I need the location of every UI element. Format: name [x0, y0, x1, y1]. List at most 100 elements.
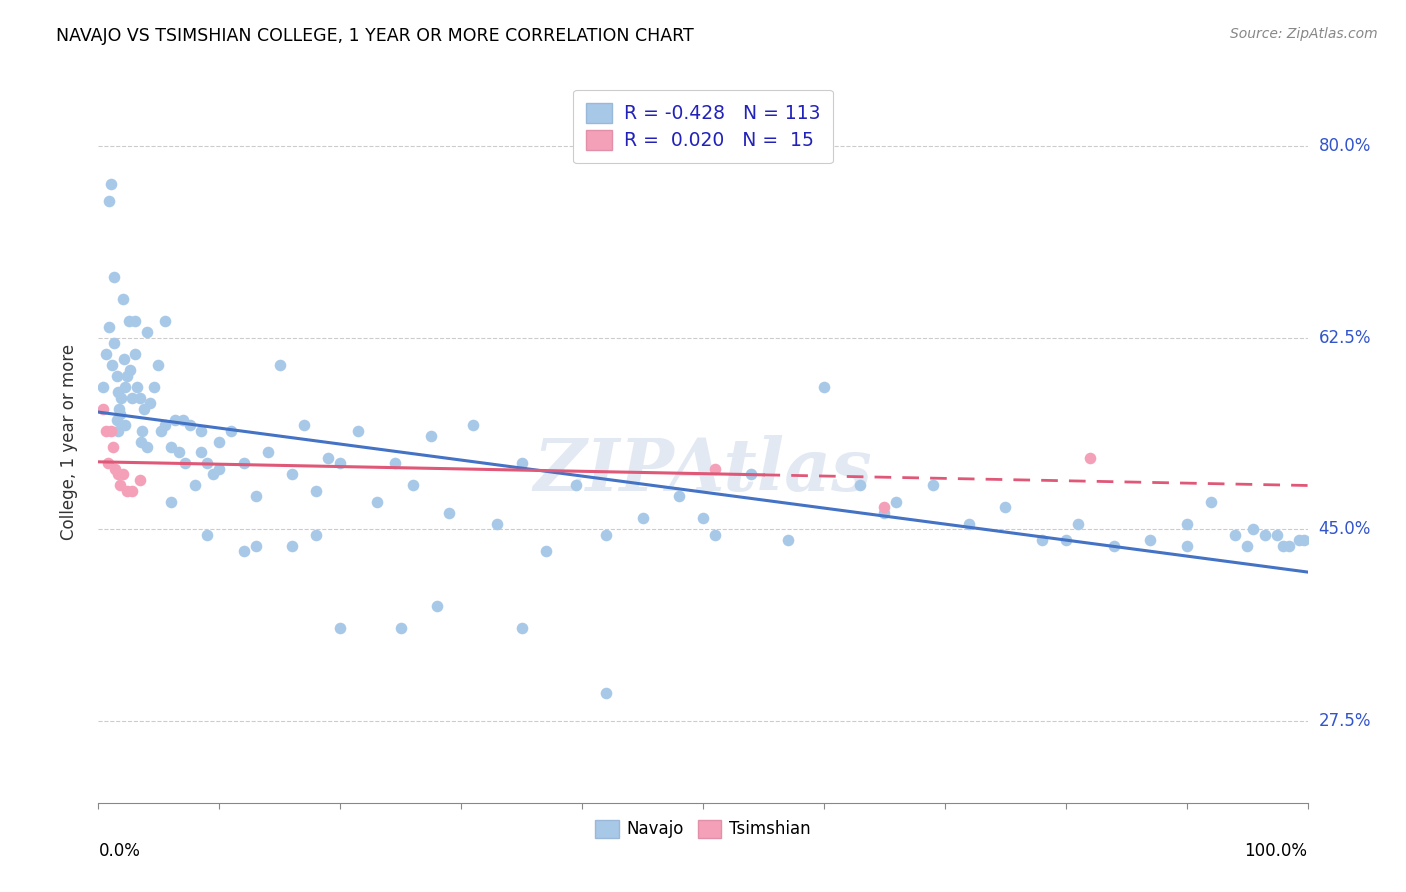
Point: [101, 440, 124, 454]
Point: [463, 418, 485, 433]
Point: [1272, 539, 1295, 553]
Point: [174, 457, 197, 471]
Point: [402, 478, 425, 492]
Point: [316, 450, 339, 465]
Point: [135, 325, 157, 339]
Point: [129, 434, 152, 449]
Point: [107, 424, 129, 438]
Point: [97, 457, 120, 471]
Point: [160, 440, 183, 454]
Point: [121, 391, 143, 405]
Text: 0.0%: 0.0%: [98, 842, 141, 860]
Point: [103, 336, 125, 351]
Point: [105, 368, 128, 383]
Point: [128, 473, 150, 487]
Point: [94, 424, 117, 438]
Point: [1175, 539, 1198, 553]
Point: [776, 533, 799, 547]
Point: [108, 407, 131, 421]
Point: [256, 445, 278, 459]
Point: [1031, 533, 1053, 547]
Text: 62.5%: 62.5%: [1319, 328, 1371, 346]
Point: [124, 347, 146, 361]
Point: [1102, 539, 1125, 553]
Point: [153, 418, 176, 433]
Point: [873, 500, 896, 515]
Point: [245, 489, 267, 503]
Text: Source: ZipAtlas.com: Source: ZipAtlas.com: [1230, 27, 1378, 41]
Point: [117, 483, 139, 498]
Point: [105, 412, 128, 426]
Point: [221, 424, 243, 438]
Point: [849, 478, 872, 492]
Point: [1139, 533, 1161, 547]
Point: [292, 418, 315, 433]
Point: [104, 462, 127, 476]
Point: [190, 445, 212, 459]
Point: [245, 539, 267, 553]
Point: [172, 412, 194, 426]
Point: [668, 489, 690, 503]
Point: [114, 380, 136, 394]
Point: [232, 544, 254, 558]
Point: [117, 368, 139, 383]
Point: [1223, 527, 1246, 541]
Point: [153, 314, 176, 328]
Point: [281, 467, 304, 482]
Point: [131, 424, 153, 438]
Point: [195, 457, 218, 471]
Point: [510, 621, 533, 635]
Point: [98, 319, 121, 334]
Point: [595, 527, 617, 541]
Point: [208, 434, 231, 449]
Point: [389, 621, 412, 635]
Point: [124, 314, 146, 328]
Point: [94, 347, 117, 361]
Point: [1175, 516, 1198, 531]
Point: [1078, 450, 1101, 465]
Point: [994, 500, 1017, 515]
Point: [108, 478, 131, 492]
Point: [202, 467, 225, 482]
Point: [139, 396, 162, 410]
Point: [1236, 539, 1258, 553]
Point: [108, 401, 131, 416]
Point: [1199, 494, 1222, 508]
Point: [347, 424, 370, 438]
Y-axis label: College, 1 year or more: College, 1 year or more: [59, 343, 77, 540]
Point: [1278, 539, 1301, 553]
Point: [111, 292, 134, 306]
Point: [135, 440, 157, 454]
Text: 80.0%: 80.0%: [1319, 137, 1371, 155]
Point: [100, 358, 122, 372]
Point: [1288, 533, 1310, 547]
Point: [112, 352, 135, 367]
Point: [510, 457, 533, 471]
Point: [103, 270, 125, 285]
Point: [232, 457, 254, 471]
Point: [886, 494, 908, 508]
Point: [534, 544, 557, 558]
Point: [305, 483, 328, 498]
Point: [631, 511, 654, 525]
Point: [190, 424, 212, 438]
Point: [128, 391, 150, 405]
Point: [114, 418, 136, 433]
Text: ZIPAtlas: ZIPAtlas: [534, 435, 872, 506]
Point: [813, 380, 835, 394]
Point: [160, 494, 183, 508]
Point: [305, 527, 328, 541]
Point: [366, 494, 388, 508]
Legend: Navajo, Tsimshian: Navajo, Tsimshian: [589, 813, 817, 845]
Point: [179, 418, 201, 433]
Point: [873, 506, 896, 520]
Point: [121, 483, 143, 498]
Point: [1067, 516, 1090, 531]
Point: [195, 527, 218, 541]
Point: [107, 467, 129, 482]
Point: [426, 599, 449, 613]
Text: NAVAJO VS TSIMSHIAN COLLEGE, 1 YEAR OR MORE CORRELATION CHART: NAVAJO VS TSIMSHIAN COLLEGE, 1 YEAR OR M…: [56, 27, 695, 45]
Point: [134, 401, 156, 416]
Point: [143, 380, 166, 394]
Point: [704, 462, 727, 476]
